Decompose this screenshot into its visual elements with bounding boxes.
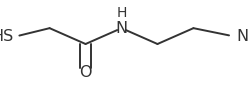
Text: NH₂: NH₂ xyxy=(237,29,248,44)
Text: H: H xyxy=(116,6,127,20)
Text: HS: HS xyxy=(0,29,14,44)
Text: O: O xyxy=(79,65,92,80)
Text: N: N xyxy=(116,21,127,36)
